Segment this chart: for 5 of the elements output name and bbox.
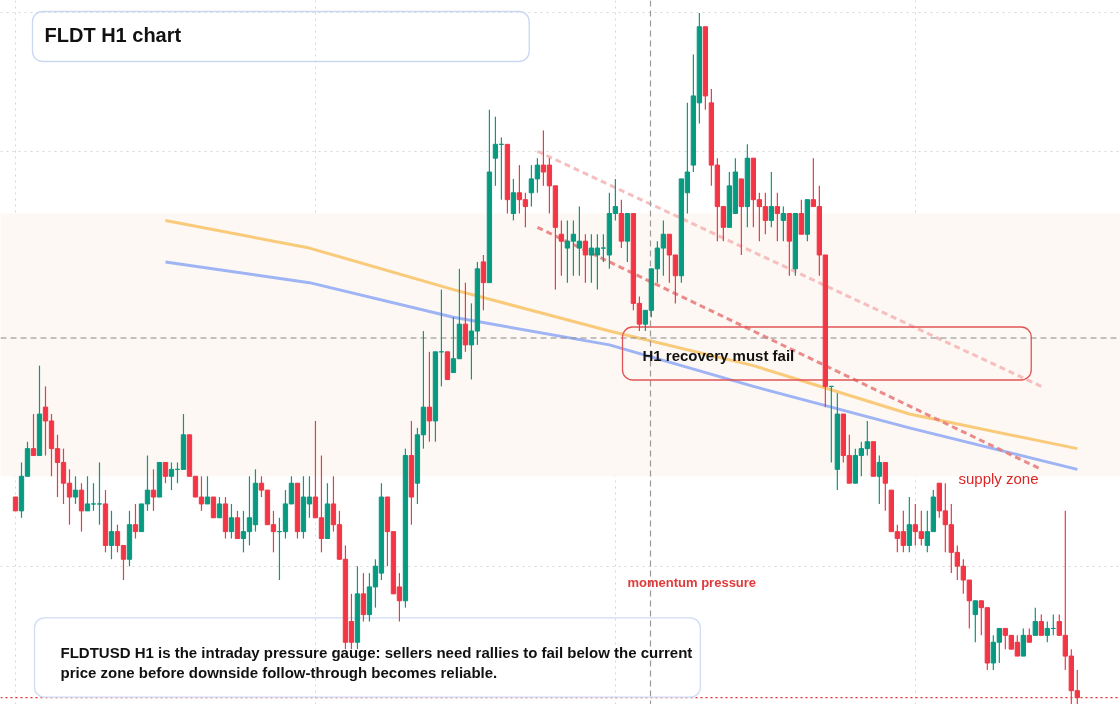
annotation: FLDTUSD H1 is the intraday pressure gauge: sellers need rallies to fail below the current price zone before downside follow-through becomes reliable. xyxy=(60,643,693,682)
annotation: supply zone xyxy=(958,470,1039,487)
annotation: H1 recovery must fail xyxy=(642,347,795,364)
text: FLDT H1 chart xyxy=(44,23,182,46)
annotation: momentum pressure xyxy=(627,575,757,590)
